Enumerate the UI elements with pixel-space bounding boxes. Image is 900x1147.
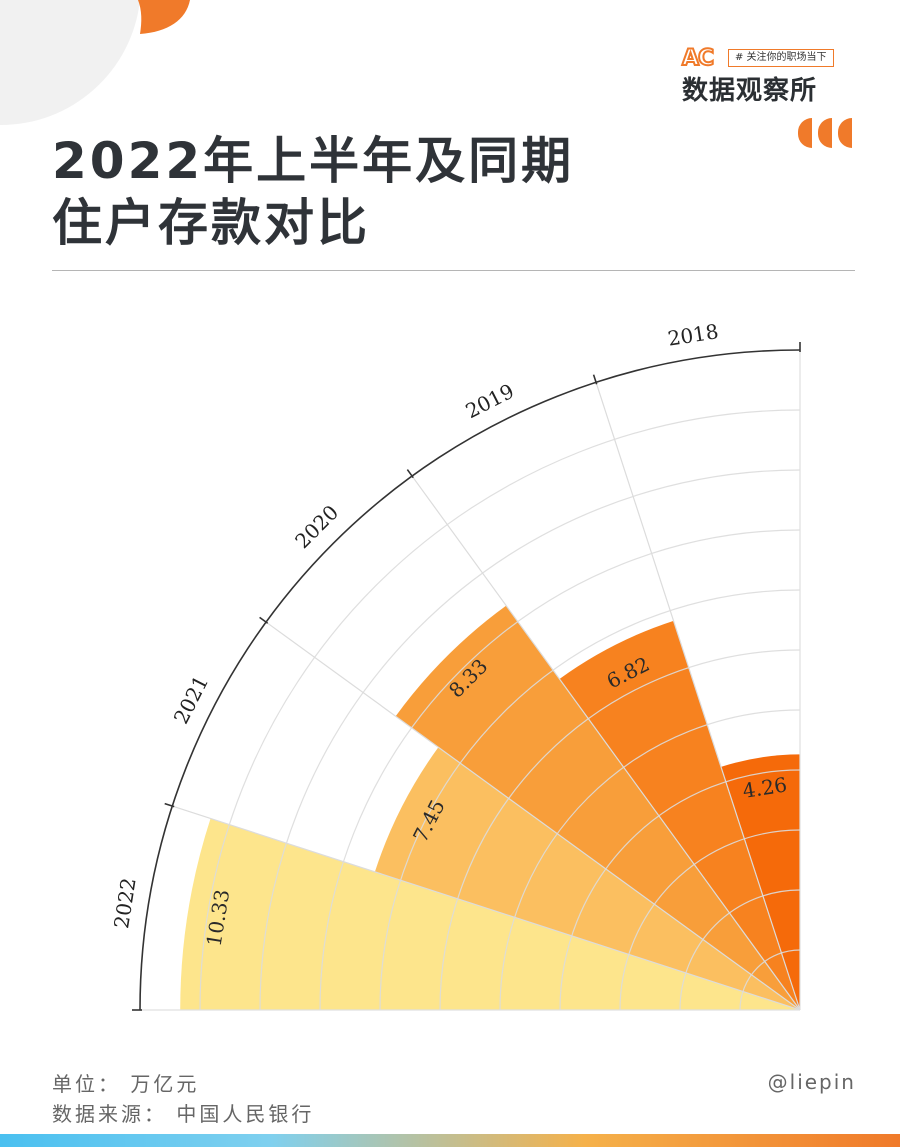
radial-gridline bbox=[411, 475, 801, 1011]
title-divider bbox=[52, 270, 855, 271]
radial-gridline bbox=[265, 621, 801, 1011]
brand-logo: AC # 关注你的职场当下 数据观察所 bbox=[680, 45, 860, 106]
category-label-2022: 2022 bbox=[109, 876, 141, 930]
category-label-2020: 2020 bbox=[290, 500, 343, 553]
bar-2022 bbox=[180, 818, 800, 1010]
axis-tick bbox=[164, 802, 175, 808]
category-label-2018: 2018 bbox=[666, 319, 720, 351]
quote-mark bbox=[798, 118, 812, 148]
grid-arc bbox=[559, 769, 801, 1011]
title-line-2: 住户存款对比 bbox=[52, 194, 370, 252]
radial-gridline bbox=[172, 805, 801, 1011]
axis-tick bbox=[592, 374, 598, 385]
grid-arc bbox=[379, 589, 801, 1011]
bar-2021 bbox=[374, 747, 800, 1010]
brand-ac-mark: AC bbox=[681, 45, 715, 72]
grid-arc bbox=[619, 829, 801, 1011]
grid-arc bbox=[679, 889, 801, 1011]
page-title: 2022年上半年及同期 住户存款对比 bbox=[52, 130, 574, 254]
corner-decoration bbox=[0, 0, 190, 126]
grid-arc bbox=[319, 529, 801, 1011]
grid-arc bbox=[199, 409, 801, 1011]
grid-arc bbox=[439, 649, 801, 1011]
title-line-1: 2022年上半年及同期 bbox=[52, 132, 575, 190]
grid-arc bbox=[259, 469, 801, 1011]
brand-name: 数据观察所 bbox=[682, 76, 818, 106]
bar-2018 bbox=[721, 754, 800, 1010]
bottom-gradient-bar bbox=[0, 1134, 900, 1147]
author-handle: @liepin bbox=[767, 1070, 856, 1094]
quote-mark bbox=[838, 118, 852, 148]
axis-tick bbox=[406, 469, 414, 479]
axis-tick bbox=[259, 616, 269, 624]
grid-arc bbox=[499, 709, 801, 1011]
bar-2020 bbox=[395, 605, 800, 1010]
unit-label: 单位： 万亿元 bbox=[52, 1072, 200, 1096]
brand-tagline: # 关注你的职场当下 bbox=[728, 49, 834, 67]
bar-2019 bbox=[559, 620, 800, 1010]
quote-mark bbox=[818, 118, 832, 148]
outer-axis-arc bbox=[139, 349, 801, 1011]
grid-arc bbox=[739, 949, 801, 1011]
radial-gridline bbox=[595, 382, 801, 1011]
source-label: 数据来源： 中国人民银行 bbox=[52, 1102, 315, 1126]
quote-marks-icon bbox=[798, 118, 852, 148]
